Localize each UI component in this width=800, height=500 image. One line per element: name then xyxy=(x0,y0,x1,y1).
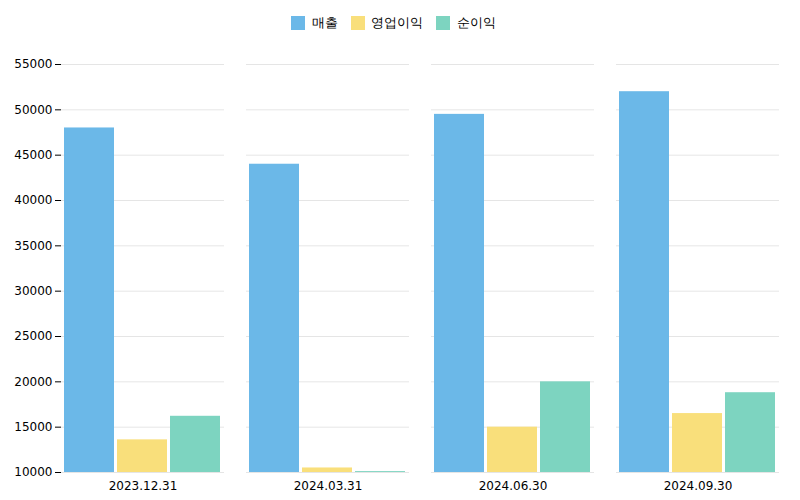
svg-text:20000: 20000 xyxy=(14,374,52,388)
svg-text:2023.12.31: 2023.12.31 xyxy=(109,479,178,493)
svg-text:40000: 40000 xyxy=(14,193,52,207)
html-text:영업이익: 영업이익 xyxy=(371,14,424,30)
svg-text:55000: 55000 xyxy=(14,57,52,71)
svg-text:2024.06.30: 2024.06.30 xyxy=(479,479,548,493)
svg-text:45000: 45000 xyxy=(14,148,52,162)
svg-text:30000: 30000 xyxy=(14,284,52,298)
svg-text:15000: 15000 xyxy=(14,420,52,434)
svg-text:2024.03.31: 2024.03.31 xyxy=(294,479,363,493)
svg-text:10000: 10000 xyxy=(14,465,52,479)
html-text:매출: 매출 xyxy=(311,14,338,30)
svg-text:35000: 35000 xyxy=(14,238,52,252)
svg-text:50000: 50000 xyxy=(14,102,52,116)
svg-text:25000: 25000 xyxy=(14,329,52,343)
svg-text:2024.09.30: 2024.09.30 xyxy=(664,479,733,493)
html-text:순이익: 순이익 xyxy=(456,14,496,30)
